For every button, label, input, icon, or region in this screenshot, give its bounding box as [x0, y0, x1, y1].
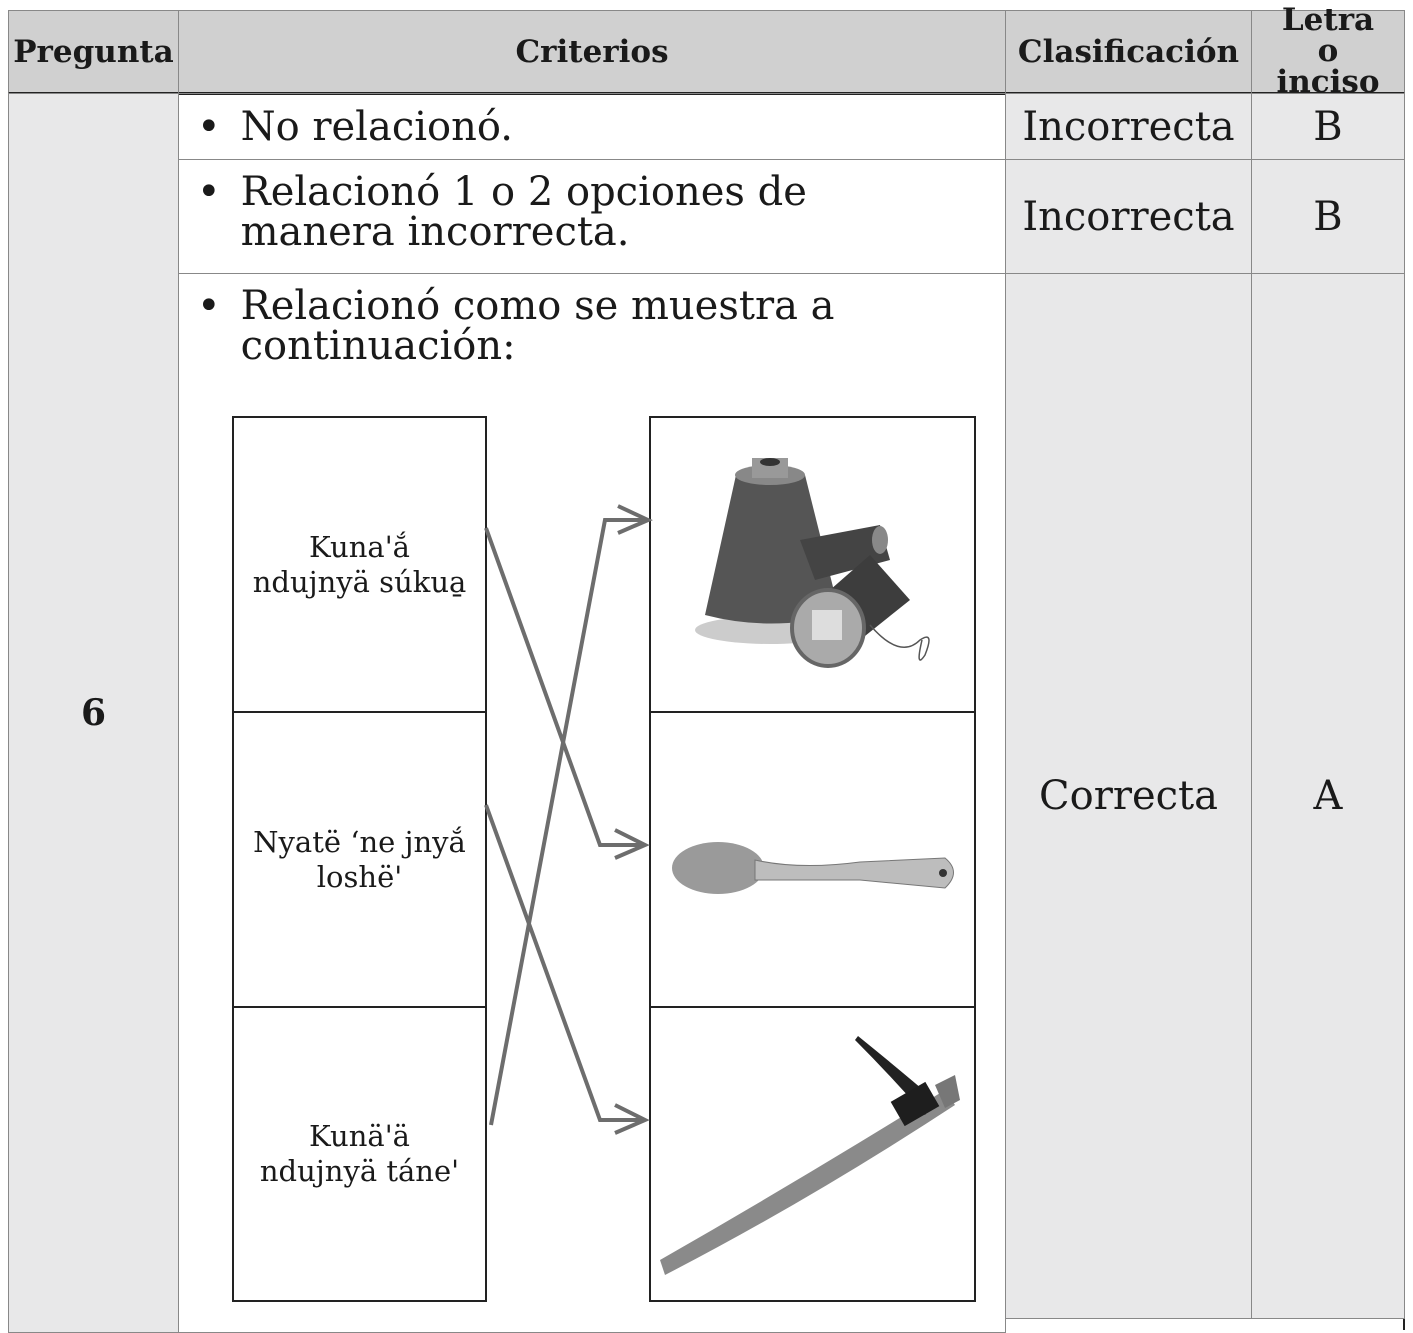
arrow	[489, 518, 648, 1126]
criterion: No relacionó.	[240, 103, 513, 150]
match-arrows	[484, 504, 653, 1135]
pickaxe	[660, 1036, 960, 1275]
arrow-head	[614, 828, 650, 860]
arrow-head	[614, 1103, 650, 1135]
criterion-cell: • Relacionó 1 o 2 opciones de manera inco…	[178, 159, 1006, 274]
criterion-cell: • No relacionó.	[178, 93, 1006, 160]
match-left: Kunäꞌä ndujnyä táneꞌ	[232, 1006, 487, 1302]
arrow	[484, 527, 645, 847]
match-left: Nyatë ‘ne jnyắ loshëꞌ	[232, 711, 487, 1008]
letter: B	[1251, 159, 1405, 274]
letter: B	[1251, 93, 1405, 160]
arrow-head	[617, 504, 653, 535]
classification: Incorrecta	[1005, 93, 1252, 160]
match-left: Kunaꞌắ ndujnyä súkua̱	[232, 416, 487, 713]
header-cell: Pregunta	[8, 10, 179, 95]
classification: Incorrecta	[1005, 159, 1252, 274]
classification: Correcta	[1005, 273, 1252, 1319]
header-cell: Criterios	[178, 10, 1006, 95]
thread-spools	[695, 458, 930, 668]
spoon	[672, 842, 954, 894]
criterion: Relacionó como se muestra a continuación…	[240, 283, 835, 369]
arrow	[484, 804, 645, 1122]
criterion: Relacionó 1 o 2 opciones de manera incor…	[240, 169, 807, 255]
header-cell: Letra o inciso	[1251, 5, 1405, 98]
letter: A	[1251, 273, 1405, 1319]
header-cell: Clasificación	[1005, 10, 1252, 95]
